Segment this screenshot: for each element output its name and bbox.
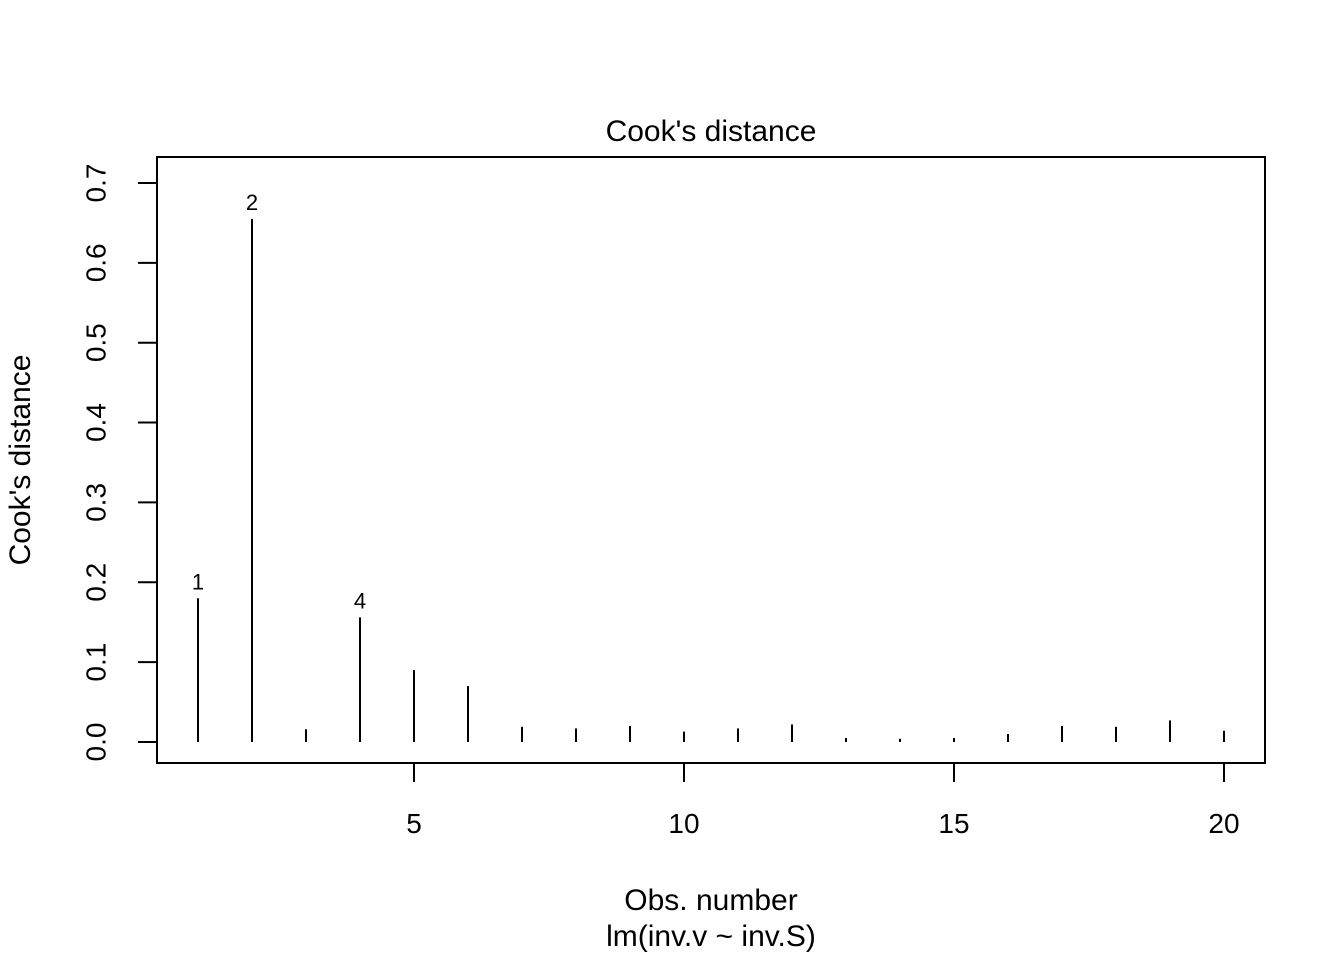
plot-border (156, 156, 1266, 764)
x-tick-label: 10 (668, 808, 699, 839)
x-tick-label: 15 (938, 808, 969, 839)
y-tick-label: 0.1 (81, 643, 112, 682)
y-tick-label: 0.2 (81, 563, 112, 602)
y-tick-label: 0.0 (81, 723, 112, 762)
point-label-obs-1: 1 (192, 569, 204, 594)
point-label-obs-4: 4 (354, 588, 366, 613)
y-tick-label: 0.4 (81, 403, 112, 442)
y-tick-label: 0.5 (81, 323, 112, 362)
x-axis-label: Obs. number (624, 884, 797, 917)
y-tick-label: 0.3 (81, 483, 112, 522)
y-axis-label: Cook's distance (4, 355, 37, 566)
point-label-obs-2: 2 (246, 190, 258, 215)
x-tick-label: 20 (1208, 808, 1239, 839)
cooks-distance-bars (197, 218, 1225, 742)
y-tick-label: 0.6 (81, 243, 112, 282)
chart-title: Cook's distance (606, 115, 817, 148)
y-axis-ticks: 0.0 0.1 0.2 0.3 0.4 0.5 0.6 0.7 (81, 164, 157, 762)
x-axis-ticks: 5 10 15 20 (406, 763, 1240, 839)
x-tick-label: 5 (406, 808, 422, 839)
influential-point-labels: 1 2 4 (192, 190, 366, 614)
y-tick-label: 0.7 (81, 164, 112, 203)
model-subtitle: lm(inv.v ~ inv.S) (606, 920, 816, 953)
